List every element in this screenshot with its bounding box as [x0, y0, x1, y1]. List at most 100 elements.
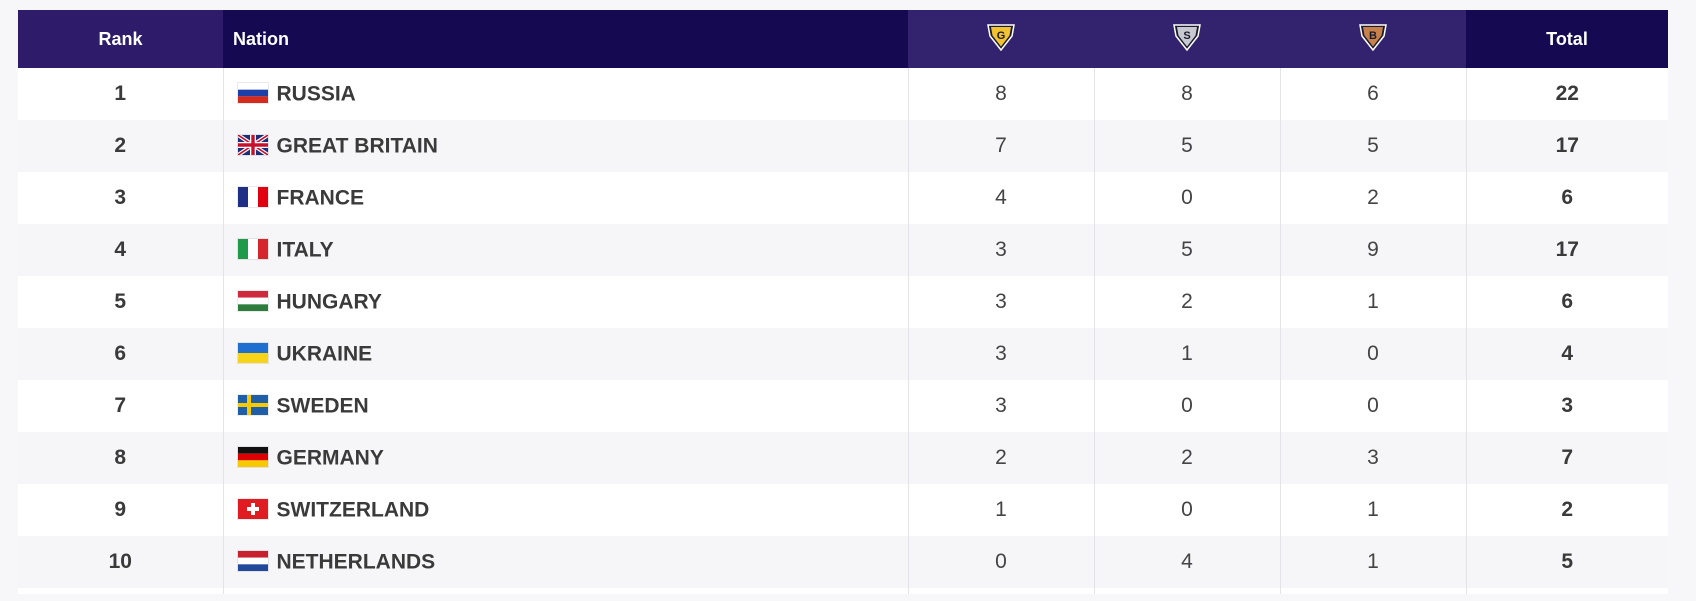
bronze-column-header[interactable]: B	[1280, 10, 1466, 68]
gold-count-cell: 2	[908, 432, 1095, 484]
ukraine-flag	[237, 343, 268, 364]
table-row[interactable]: 6 UKRAINE 3 1 0 4	[18, 328, 1668, 380]
silver-count-cell: 2	[1094, 432, 1281, 484]
netherlands-flag	[237, 551, 268, 572]
russia-flag	[237, 83, 268, 104]
sweden-flag	[237, 395, 268, 416]
silver-count-cell: 5	[1094, 120, 1281, 172]
switzerland-flag	[237, 499, 268, 520]
rank-column-header[interactable]: Rank	[18, 10, 223, 68]
bronze-count-cell: 5	[1280, 120, 1467, 172]
nation-name[interactable]: SWEDEN	[276, 394, 369, 418]
gold-count-cell: 3	[908, 380, 1095, 432]
silver-letter: S	[1183, 30, 1190, 42]
bronze-medal-icon: B	[1356, 22, 1390, 57]
nation-cell[interactable]: GERMANY	[223, 432, 909, 484]
total-count-cell: 3	[1466, 380, 1668, 432]
bronze-count-cell: 9	[1280, 224, 1467, 276]
rank-cell: 7	[18, 380, 224, 432]
rank-cell: 2	[18, 120, 224, 172]
total-count-cell: 22	[1466, 68, 1668, 120]
silver-count-cell: 2	[1094, 276, 1281, 328]
silver-count-cell: 1	[1094, 328, 1281, 380]
rank-cell: 3	[18, 172, 224, 224]
total-count-cell: 2	[1466, 484, 1668, 536]
nation-name[interactable]: GERMANY	[276, 446, 384, 470]
table-row[interactable]: 5 HUNGARY 3 2 1 6	[18, 276, 1668, 328]
nation-cell[interactable]: GREAT BRITAIN	[223, 120, 909, 172]
total-count-cell: 6	[1466, 172, 1668, 224]
nation-cell[interactable]: NETHERLANDS	[223, 536, 909, 588]
nation-name[interactable]: NETHERLANDS	[276, 550, 436, 574]
table-row-partial	[18, 588, 1668, 594]
nation-name[interactable]: GREAT BRITAIN	[276, 134, 438, 158]
nation-cell[interactable]: RUSSIA	[223, 68, 909, 120]
nation-cell[interactable]: HUNGARY	[223, 276, 909, 328]
bronze-count-cell: 1	[1280, 484, 1467, 536]
bronze-count-cell: 0	[1280, 328, 1467, 380]
nation-cell[interactable]: ITALY	[223, 224, 909, 276]
gold-count-cell: 8	[908, 68, 1095, 120]
silver-count-cell: 0	[1094, 380, 1281, 432]
bronze-count-cell: 6	[1280, 68, 1467, 120]
nation-name[interactable]: SWITZERLAND	[276, 498, 430, 522]
table-row[interactable]: 4 ITALY 3 5 9 17	[18, 224, 1668, 276]
table-row[interactable]: 10 NETHERLANDS 0 4 1 5	[18, 536, 1668, 588]
nation-name[interactable]: FRANCE	[276, 186, 365, 210]
silver-count-cell: 8	[1094, 68, 1281, 120]
table-header-row: Rank Nation G	[18, 10, 1668, 68]
gold-count-cell: 3	[908, 276, 1095, 328]
total-count-cell: 6	[1466, 276, 1668, 328]
rank-cell: 9	[18, 484, 224, 536]
silver-count-cell: 0	[1094, 484, 1281, 536]
rank-cell: 6	[18, 328, 224, 380]
medal-table: Rank Nation G	[18, 10, 1668, 594]
rank-cell: 5	[18, 276, 224, 328]
rank-cell: 1	[18, 68, 224, 120]
silver-medal-icon: S	[1170, 22, 1204, 57]
germany-flag	[237, 447, 268, 468]
nation-name[interactable]: ITALY	[276, 238, 334, 262]
nation-name[interactable]: HUNGARY	[276, 290, 382, 314]
nation-cell[interactable]: SWITZERLAND	[223, 484, 909, 536]
great-britain-flag	[237, 135, 268, 156]
gold-count-cell: 3	[908, 224, 1095, 276]
total-column-header[interactable]: Total	[1466, 10, 1668, 68]
table-row[interactable]: 7 SWEDEN 3 0 0 3	[18, 380, 1668, 432]
italy-flag	[237, 239, 268, 260]
gold-count-cell: 0	[908, 536, 1095, 588]
medal-table-container: Rank Nation G	[18, 10, 1668, 594]
gold-count-cell: 7	[908, 120, 1095, 172]
gold-column-header[interactable]: G	[908, 10, 1094, 68]
gold-letter: G	[997, 30, 1006, 42]
nation-cell[interactable]: UKRAINE	[223, 328, 909, 380]
total-count-cell: 5	[1466, 536, 1668, 588]
hungary-flag	[237, 291, 268, 312]
silver-count-cell: 4	[1094, 536, 1281, 588]
bronze-count-cell: 1	[1280, 276, 1467, 328]
table-row[interactable]: 2 GREAT BRITAIN 7 5 5 17	[18, 120, 1668, 172]
nation-cell[interactable]: SWEDEN	[223, 380, 909, 432]
silver-count-cell: 0	[1094, 172, 1281, 224]
silver-count-cell: 5	[1094, 224, 1281, 276]
gold-count-cell: 4	[908, 172, 1095, 224]
table-row[interactable]: 8 GERMANY 2 2 3 7	[18, 432, 1668, 484]
nation-name[interactable]: UKRAINE	[276, 342, 373, 366]
rank-cell: 4	[18, 224, 224, 276]
table-row[interactable]: 9 SWITZERLAND 1 0 1 2	[18, 484, 1668, 536]
table-row[interactable]: 3 FRANCE 4 0 2 6	[18, 172, 1668, 224]
rank-cell: 8	[18, 432, 224, 484]
silver-column-header[interactable]: S	[1094, 10, 1280, 68]
gold-count-cell: 3	[908, 328, 1095, 380]
bronze-count-cell: 2	[1280, 172, 1467, 224]
nation-cell[interactable]: FRANCE	[223, 172, 909, 224]
total-count-cell: 4	[1466, 328, 1668, 380]
total-count-cell: 17	[1466, 224, 1668, 276]
nation-name[interactable]: RUSSIA	[276, 82, 356, 106]
total-count-cell: 17	[1466, 120, 1668, 172]
table-row[interactable]: 1 RUSSIA 8 8 6 22	[18, 68, 1668, 120]
nation-column-header[interactable]: Nation	[223, 10, 908, 68]
rank-cell: 10	[18, 536, 224, 588]
bronze-count-cell: 3	[1280, 432, 1467, 484]
gold-medal-icon: G	[984, 22, 1018, 57]
